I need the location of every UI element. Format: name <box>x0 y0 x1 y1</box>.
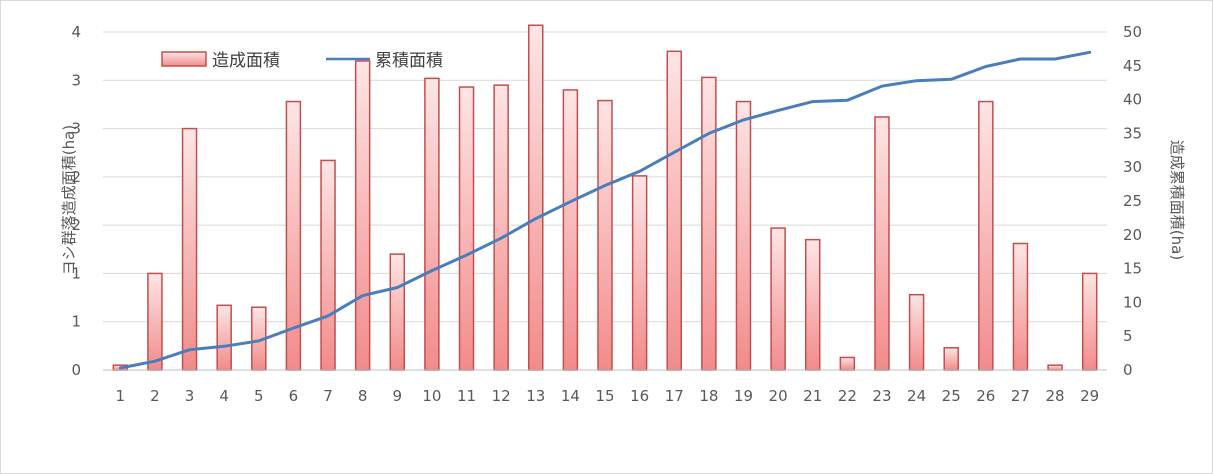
y-right-tick-label: 30 <box>1123 158 1142 176</box>
legend-bar-swatch <box>161 51 207 67</box>
bar <box>597 99 613 371</box>
bar <box>839 356 856 371</box>
y-left-tick-label: 4 <box>71 23 81 41</box>
bar <box>804 238 821 371</box>
y-right-tick-label: 20 <box>1123 226 1142 244</box>
y-left-tick-label: 0 <box>71 361 81 379</box>
x-tick-label: 27 <box>1011 387 1030 405</box>
bar <box>943 347 959 371</box>
bar <box>908 293 925 371</box>
bar <box>458 86 475 371</box>
y-axis-right-title: 造成累積面積(ha) <box>1168 140 1186 260</box>
x-tick-label: 24 <box>907 387 926 405</box>
bar <box>701 76 717 371</box>
bar <box>666 50 682 371</box>
bar <box>424 77 440 371</box>
x-tick-label: 9 <box>393 387 403 405</box>
x-tick-label: 11 <box>457 387 476 405</box>
x-tick-label: 25 <box>942 387 961 405</box>
y-left-tick-label: 1 <box>71 313 81 331</box>
bar <box>354 60 371 371</box>
legend-line-label: 累積面積 <box>375 51 443 71</box>
x-tick-label: 21 <box>803 387 822 405</box>
x-tick-label: 2 <box>150 387 160 405</box>
x-tick-label: 6 <box>289 387 299 405</box>
y-right-tick-label: 40 <box>1123 91 1142 109</box>
x-tick-label: 26 <box>976 387 995 405</box>
bar <box>1012 242 1029 371</box>
y-left-tick-label: 3 <box>71 71 81 89</box>
bar <box>735 100 752 371</box>
bar <box>528 24 544 371</box>
x-tick-label: 29 <box>1080 387 1099 405</box>
x-tick-label: 5 <box>254 387 264 405</box>
x-tick-label: 1 <box>116 387 126 405</box>
y-right-tick-label: 45 <box>1123 57 1142 75</box>
x-tick-label: 28 <box>1046 387 1065 405</box>
bar <box>770 227 786 371</box>
x-tick-label: 17 <box>665 387 684 405</box>
y-right-tick-label: 15 <box>1123 260 1142 278</box>
y-right-tick-label: 10 <box>1123 293 1142 311</box>
bar <box>181 127 198 371</box>
x-tick-label: 19 <box>734 387 753 405</box>
y-right-tick-label: 5 <box>1123 327 1133 345</box>
cumulative-line <box>118 50 1092 370</box>
bar <box>147 272 163 371</box>
y-right-tick-label: 25 <box>1123 192 1142 210</box>
bar <box>562 89 579 371</box>
x-tick-label: 18 <box>699 387 718 405</box>
y-axis-left-title: ヨシ群落造成面積(ha) <box>60 125 78 275</box>
y-left-tick-label: 2 <box>71 168 81 186</box>
x-tick-label: 12 <box>492 387 511 405</box>
legend: 造成面積 累積面積 <box>161 51 443 71</box>
line-series <box>118 50 1092 370</box>
bar <box>1081 272 1098 371</box>
bar <box>493 84 509 371</box>
y-right-tick-label: 0 <box>1123 361 1133 379</box>
x-tick-label: 20 <box>769 387 788 405</box>
y-left-tick-label: 3 <box>71 120 81 138</box>
x-tick-label: 8 <box>358 387 368 405</box>
bar-series <box>112 24 1098 371</box>
bar <box>978 100 994 371</box>
y-right-tick-label: 50 <box>1123 23 1142 41</box>
x-tick-label: 15 <box>595 387 614 405</box>
x-tick-label: 23 <box>872 387 891 405</box>
x-tick-label: 3 <box>185 387 195 405</box>
y-right-tick-label: 35 <box>1123 124 1142 142</box>
bar <box>1047 364 1063 371</box>
y-left-tick-label: 1 <box>71 264 81 282</box>
x-tick-label: 10 <box>422 387 441 405</box>
x-tick-label: 7 <box>323 387 333 405</box>
x-tick-label: 16 <box>630 387 649 405</box>
bar <box>874 116 890 371</box>
x-tick-label: 14 <box>561 387 580 405</box>
bar <box>320 159 336 371</box>
legend-bar-label: 造成面積 <box>212 51 280 71</box>
bar <box>631 175 648 371</box>
bar <box>216 304 232 371</box>
y-left-tick-label: 2 <box>71 216 81 234</box>
x-tick-label: 4 <box>219 387 229 405</box>
bar <box>389 253 406 371</box>
x-tick-label: 22 <box>838 387 857 405</box>
x-tick-label: 13 <box>526 387 545 405</box>
